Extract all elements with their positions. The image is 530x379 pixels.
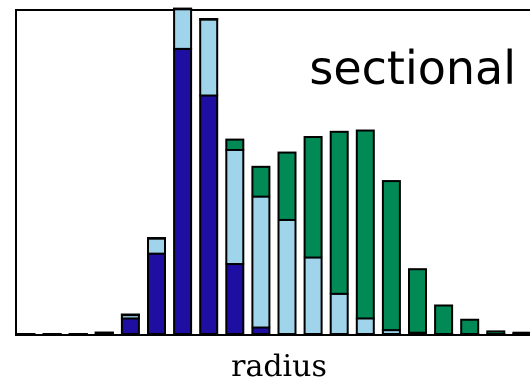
bar-segment-s1-c5 xyxy=(122,318,139,334)
bar-segment-s3-c7 xyxy=(174,9,191,10)
bar-segment-s3-c10 xyxy=(252,167,269,197)
bar-segment-s2-c14 xyxy=(357,318,374,334)
bar-segment-s3-c18 xyxy=(461,320,478,334)
bar-segment-s3-c6 xyxy=(148,238,165,239)
bar-segment-s3-c20 xyxy=(513,333,530,334)
bar-segment-s2-c12 xyxy=(305,258,322,334)
bar-segment-s3-c17 xyxy=(435,305,452,334)
bar-segment-s3-c1 xyxy=(18,334,35,335)
bar-segment-s1-c9 xyxy=(226,264,243,334)
bar-segment-s3-c3 xyxy=(70,334,87,335)
bar-segment-s3-c16 xyxy=(409,269,426,333)
bar-segment-s3-c5 xyxy=(122,315,139,316)
bar-segment-s3-c2 xyxy=(44,334,61,335)
bar-segment-s3-c19 xyxy=(487,331,504,334)
x-axis-label: radius xyxy=(231,349,327,379)
chart-title: sectional xyxy=(309,41,516,95)
bar-segment-s1-c8 xyxy=(200,96,217,334)
bar-segment-s3-c4 xyxy=(96,333,113,334)
bar-segment-s3-c8 xyxy=(200,19,217,20)
bar-segment-s2-c10 xyxy=(252,197,269,328)
bar-segment-s2-c6 xyxy=(148,238,165,254)
bar-segment-s1-c7 xyxy=(174,49,191,334)
bar-segment-s3-c9 xyxy=(226,140,243,150)
bar-segment-s2-c11 xyxy=(279,220,296,334)
bar-segment-s3-c15 xyxy=(383,181,400,330)
bar-segment-s3-c11 xyxy=(279,153,296,220)
bar-segment-s3-c14 xyxy=(357,131,374,319)
bar-segment-s2-c7 xyxy=(174,9,191,49)
bar-segment-s2-c8 xyxy=(200,19,217,95)
bar-segment-s2-c13 xyxy=(331,294,348,334)
bar-segment-s3-c12 xyxy=(305,137,322,258)
bar-segment-s2-c9 xyxy=(226,150,243,264)
bar-segment-s3-c13 xyxy=(331,132,348,294)
bar-segment-s1-c6 xyxy=(148,254,165,334)
